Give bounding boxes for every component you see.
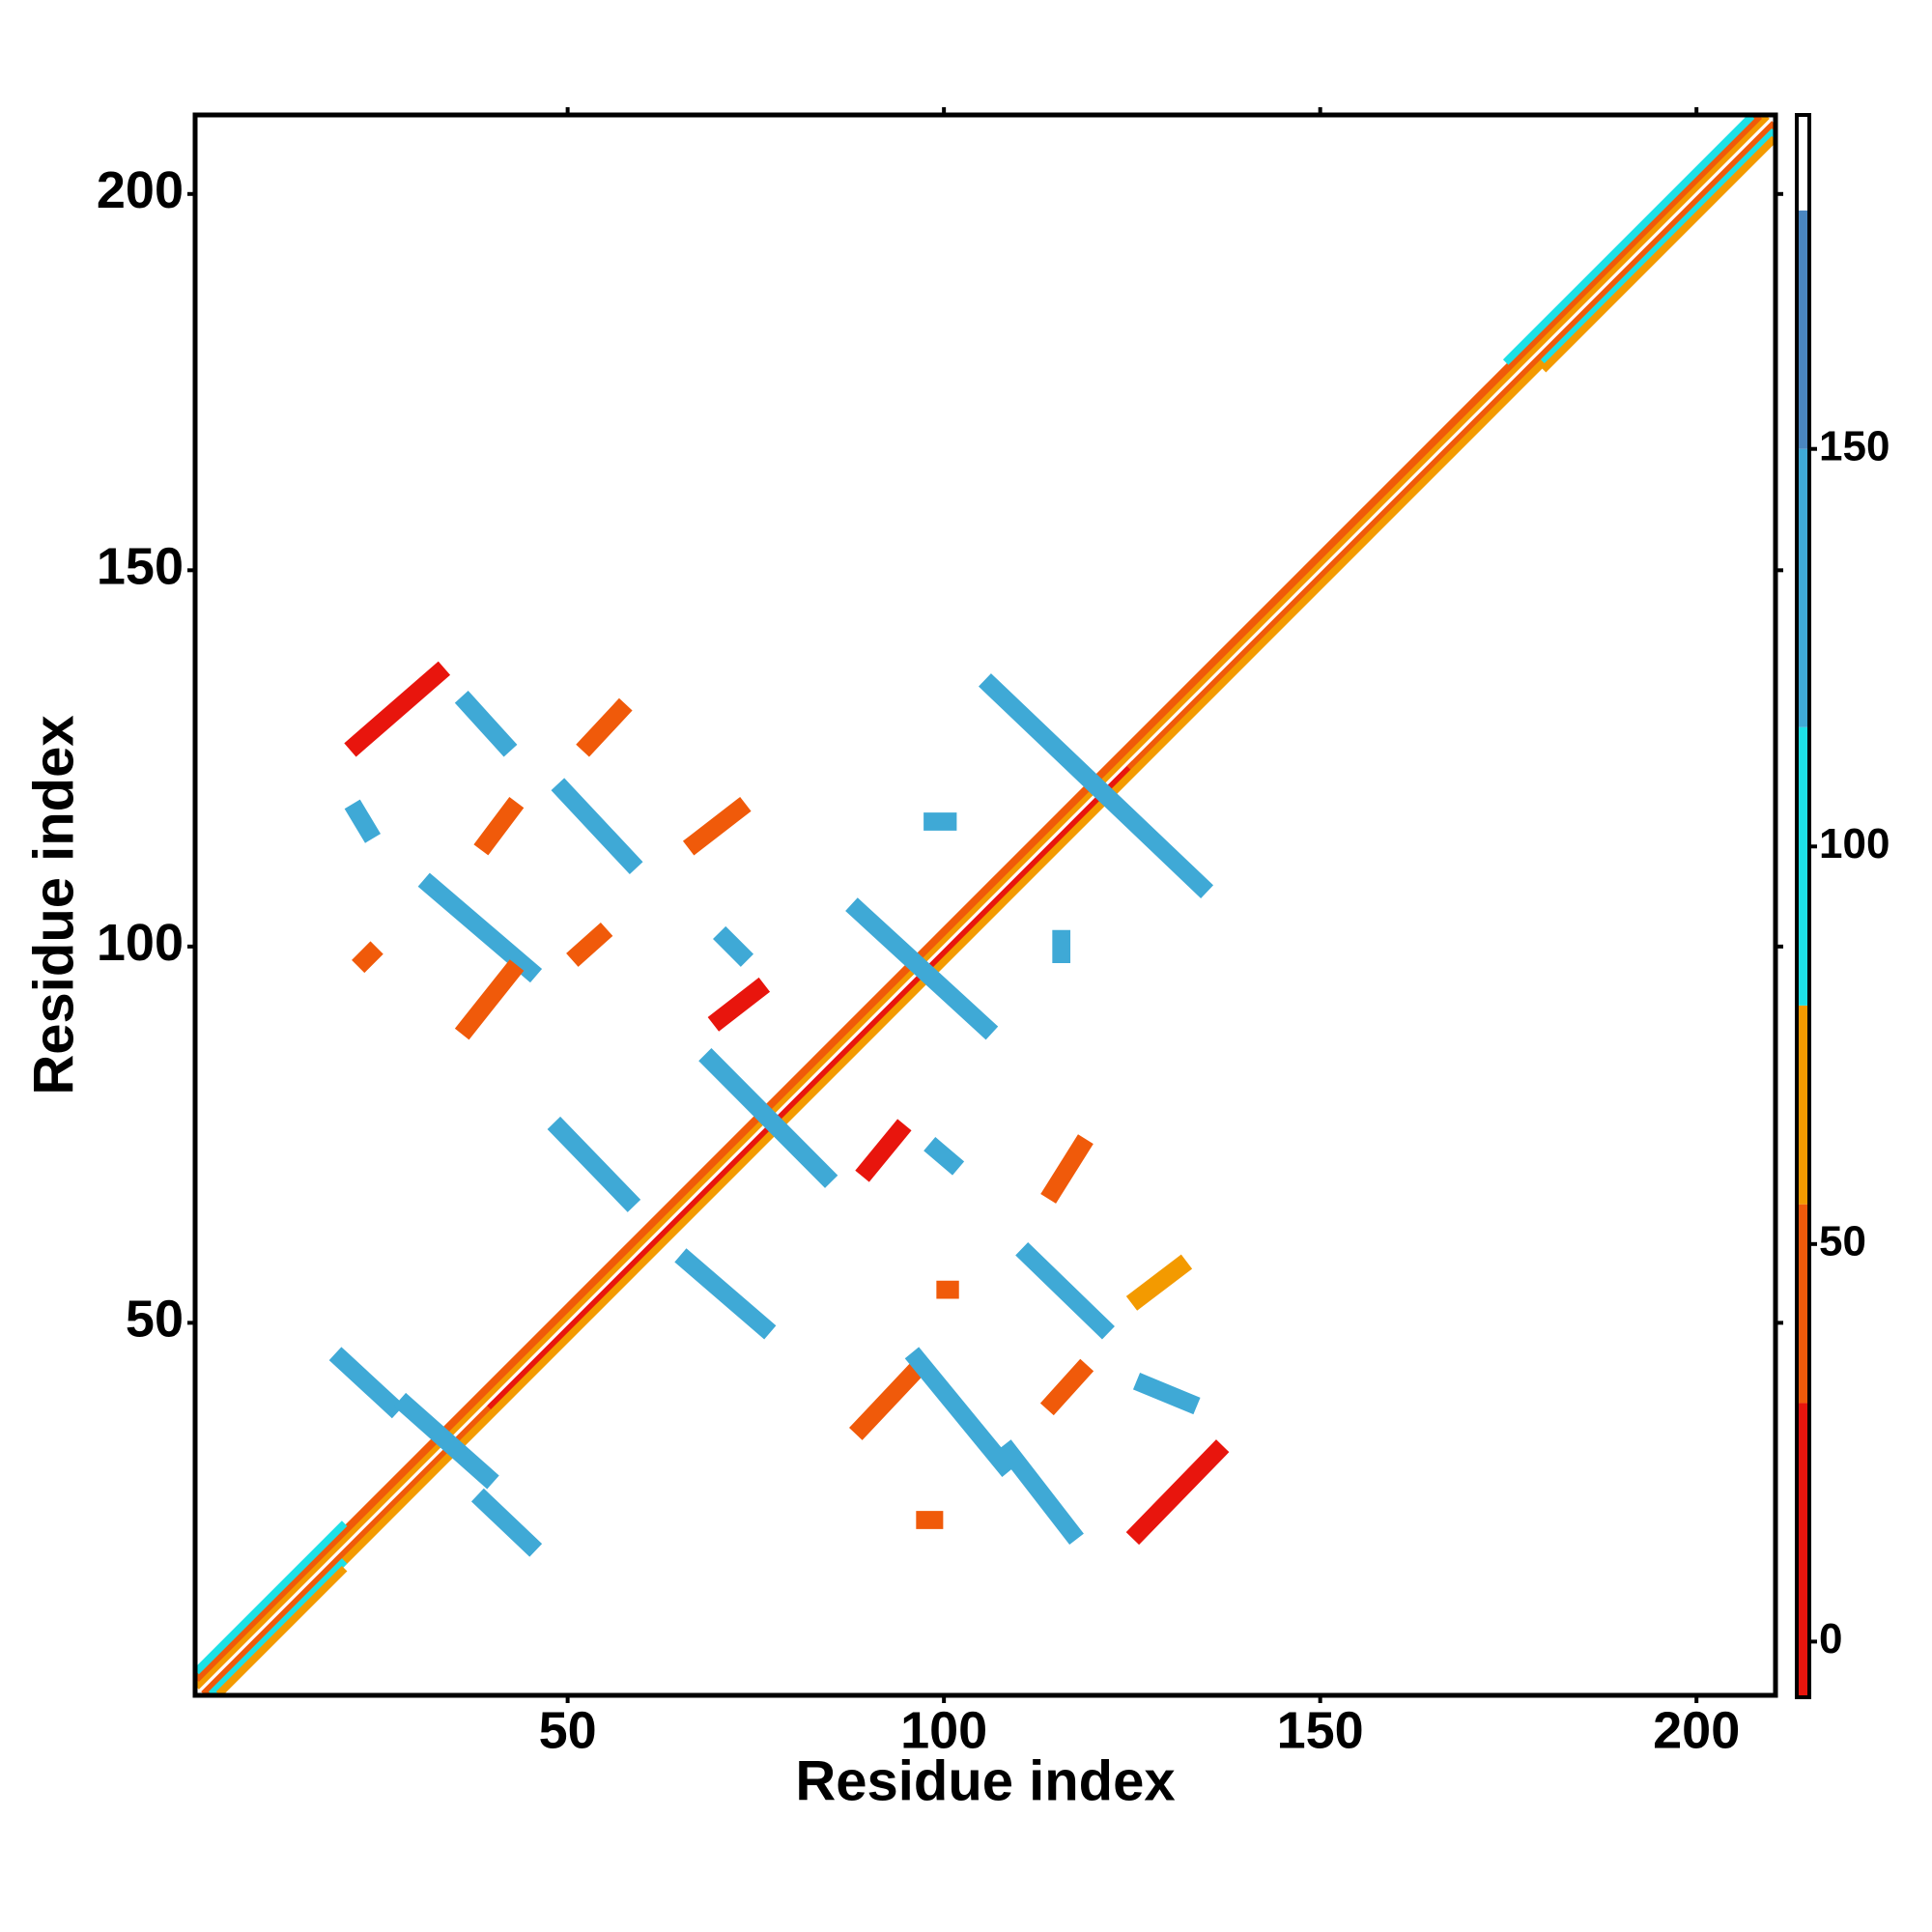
colorbar-segment xyxy=(1797,726,1809,1006)
x-tick-label: 50 xyxy=(539,1701,597,1759)
diagonal-band xyxy=(208,1558,348,1697)
plot-frame xyxy=(192,112,1778,1698)
contact-streak xyxy=(923,1137,965,1176)
diagonal-band xyxy=(208,128,1777,1697)
diagonal-band xyxy=(1540,128,1777,365)
diagonal-band xyxy=(1126,121,1777,772)
contact-streak xyxy=(849,1362,924,1440)
contact-streak xyxy=(344,799,382,843)
y-tick-label: 150 xyxy=(97,538,184,596)
colorbar-segment xyxy=(1797,1204,1809,1404)
diagonal-band xyxy=(1540,135,1777,373)
contact-streak xyxy=(1015,1242,1115,1340)
contact-streak xyxy=(996,1439,1084,1546)
contact-streak xyxy=(470,1488,543,1557)
contact-streak xyxy=(855,1119,912,1182)
y-tick-label: 50 xyxy=(126,1291,184,1349)
colorbar-segment xyxy=(1797,210,1809,449)
contact-streak xyxy=(1039,1358,1094,1416)
colorbar-frame xyxy=(1795,113,1811,1699)
contact-streak xyxy=(417,872,543,983)
contact-streak xyxy=(713,925,754,967)
colorbar-segment xyxy=(1797,115,1809,211)
contact-streak xyxy=(1040,1134,1094,1204)
colorbar-tick-label: 100 xyxy=(1819,820,1889,867)
contact-streak xyxy=(698,1048,838,1188)
contact-streak xyxy=(1125,1254,1193,1311)
colorbar-tick-label: 0 xyxy=(1819,1615,1842,1662)
diagonal-band xyxy=(193,1520,348,1675)
colorbar-tick-label: 50 xyxy=(1819,1217,1866,1264)
contact-streak xyxy=(328,1347,405,1419)
contact-streak xyxy=(454,959,525,1040)
contact-streak xyxy=(674,1248,777,1340)
contact-streak xyxy=(393,1392,499,1490)
y-tick-label: 200 xyxy=(97,161,184,219)
contact-streak xyxy=(845,897,999,1040)
y-tick-label: 100 xyxy=(97,914,184,972)
contact-streak xyxy=(473,796,525,856)
contact-streak xyxy=(576,697,633,757)
colorbar-segment xyxy=(1797,448,1809,727)
diagonal-band xyxy=(193,113,1763,1683)
contact-streak xyxy=(707,977,771,1032)
diagonal-band xyxy=(215,1565,348,1697)
x-tick-label: 100 xyxy=(900,1701,987,1759)
contact-streak xyxy=(566,922,613,967)
contact-streak xyxy=(551,778,643,875)
diagonal-band xyxy=(193,113,1770,1690)
colorbar-segment xyxy=(1797,1005,1809,1205)
x-axis-label: Residue index xyxy=(795,1749,1175,1812)
y-axis-label: Residue index xyxy=(22,715,85,1094)
diagonal-band xyxy=(1502,113,1755,365)
colorbar-segment xyxy=(1797,1403,1809,1697)
contact-streak xyxy=(352,941,384,974)
contact-streak xyxy=(1132,1373,1201,1415)
contact-streak xyxy=(547,1116,641,1212)
contact-streak xyxy=(454,691,518,757)
contact-streak xyxy=(682,796,752,856)
diagonal-band xyxy=(201,1400,498,1697)
contact-streak xyxy=(344,661,451,757)
contact-streak xyxy=(904,1347,1016,1477)
contact-streak xyxy=(979,673,1214,898)
x-tick-label: 200 xyxy=(1653,1701,1740,1759)
contact-streak xyxy=(1125,1439,1230,1546)
x-tick-label: 150 xyxy=(1277,1701,1364,1759)
diagonal-band xyxy=(487,760,1138,1411)
colorbar-tick-label: 150 xyxy=(1819,422,1889,469)
